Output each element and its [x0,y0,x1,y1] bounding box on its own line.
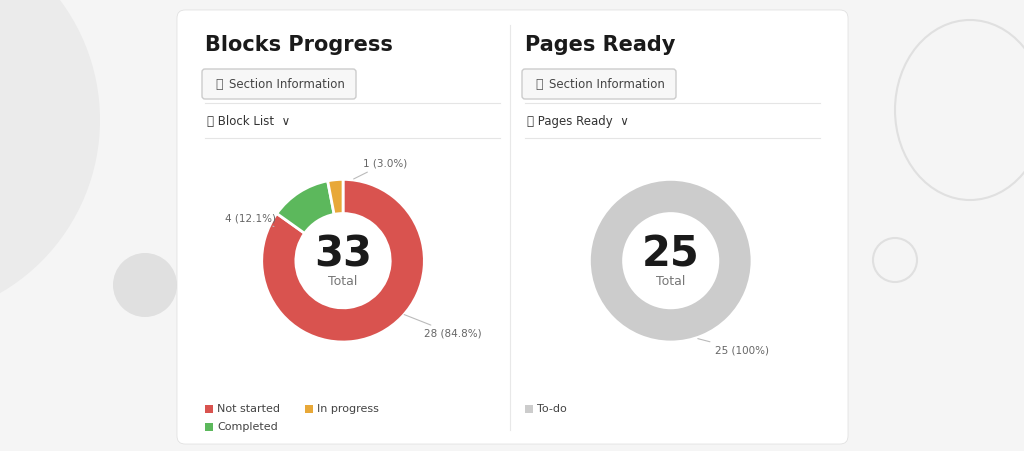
Wedge shape [328,179,343,214]
FancyBboxPatch shape [305,405,313,413]
Text: 25 (100%): 25 (100%) [697,339,769,355]
Text: Total: Total [656,275,685,288]
Text: ⌛ Block List  ∨: ⌛ Block List ∨ [207,115,290,128]
FancyBboxPatch shape [202,69,356,99]
Wedge shape [590,179,752,342]
FancyBboxPatch shape [522,69,676,99]
Text: 25: 25 [642,233,699,275]
Text: Total: Total [329,275,357,288]
Text: ⓘ: ⓘ [215,78,222,91]
Text: Completed: Completed [217,422,278,432]
Text: 1 (3.0%): 1 (3.0%) [353,158,408,179]
Text: Section Information: Section Information [549,78,665,91]
Text: In progress: In progress [317,404,379,414]
Wedge shape [276,181,334,233]
Wedge shape [262,179,424,342]
Text: ⓘ: ⓘ [535,78,543,91]
FancyBboxPatch shape [205,405,213,413]
Text: Blocks Progress: Blocks Progress [205,35,393,55]
Text: Pages Ready: Pages Ready [525,35,676,55]
Text: ⌛ Pages Ready  ∨: ⌛ Pages Ready ∨ [527,115,629,128]
Text: Not started: Not started [217,404,280,414]
FancyBboxPatch shape [177,10,848,444]
Circle shape [113,253,177,317]
FancyBboxPatch shape [205,423,213,431]
Text: 28 (84.8%): 28 (84.8%) [404,314,482,339]
Text: 33: 33 [314,233,372,275]
Text: To-do: To-do [537,404,566,414]
Ellipse shape [0,0,100,320]
FancyBboxPatch shape [525,405,534,413]
Text: 4 (12.1%): 4 (12.1%) [225,213,276,226]
Text: Section Information: Section Information [229,78,345,91]
